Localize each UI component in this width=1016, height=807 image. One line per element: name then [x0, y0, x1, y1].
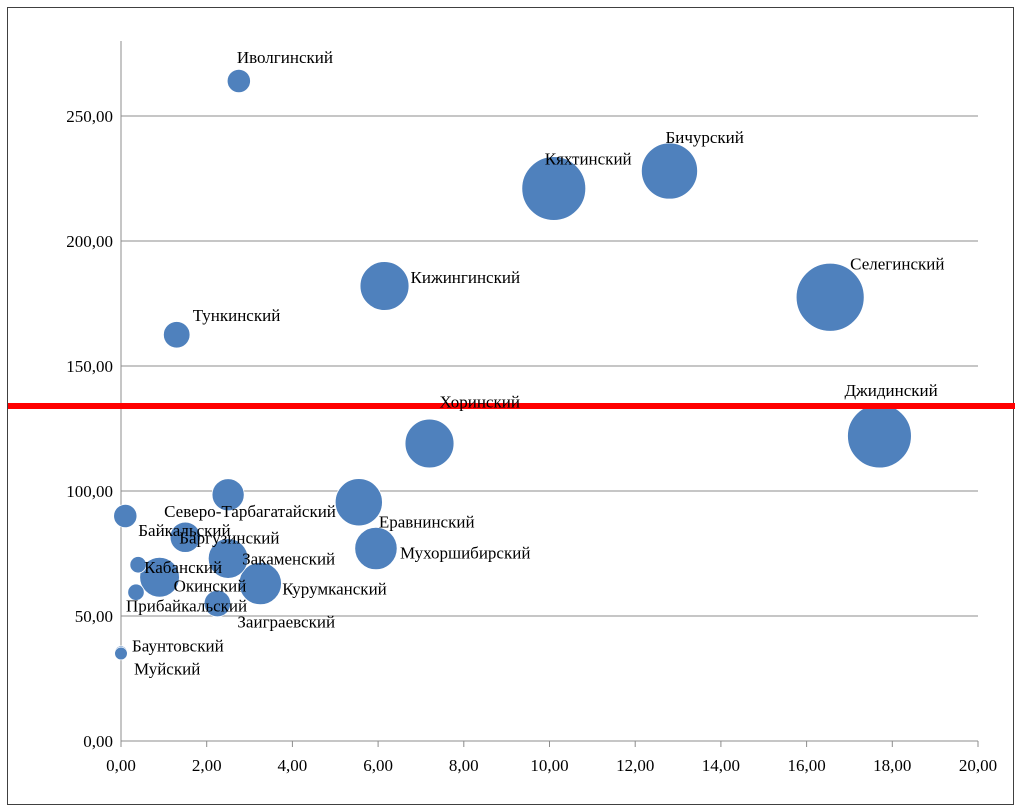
x-tick-label: 8,00 — [449, 756, 479, 775]
bubble-chart: 0,00 50,00 100,00 150,00 200,00 250,00 0,00 2,0… — [8, 41, 1015, 775]
y-tick-label: 50,00 — [75, 607, 113, 626]
x-tick-label: 4,00 — [278, 756, 308, 775]
bubble-point — [203, 589, 232, 618]
y-tick-label: 100,00 — [66, 482, 113, 501]
x-tick-label: 10,00 — [530, 756, 568, 775]
x-tick-label: 18,00 — [873, 756, 911, 775]
bubble-point — [640, 142, 698, 200]
point-label: Иволгинский — [237, 48, 333, 67]
x-tick-label: 6,00 — [363, 756, 393, 775]
bubble-point — [113, 503, 138, 529]
point-label: Тункинский — [193, 306, 281, 325]
bubble-point — [207, 538, 249, 579]
x-tick-label: 2,00 — [192, 756, 222, 775]
point-label: Муйский — [134, 660, 200, 679]
bubble-point — [226, 68, 251, 94]
bubble-point — [847, 403, 912, 469]
point-label: Бичурский — [665, 128, 743, 147]
x-tick-label: 0,00 — [106, 756, 136, 775]
point-label: Закаменский — [242, 550, 335, 569]
point-label: Кяхтинский — [545, 150, 632, 169]
bubble-layer — [113, 68, 912, 661]
bubble-point — [359, 261, 410, 311]
bubble-point — [521, 156, 587, 221]
x-tick-label: 14,00 — [702, 756, 740, 775]
bubble-point — [139, 556, 180, 598]
bubble-point — [404, 418, 455, 469]
point-label: Селегинский — [850, 254, 944, 273]
y-tick-label: 200,00 — [66, 232, 113, 251]
point-label: Баунтовский — [132, 636, 224, 655]
y-tick-label: 0,00 — [83, 732, 113, 751]
bubble-point — [238, 561, 282, 606]
bubble-point — [211, 478, 245, 512]
bubble-point — [334, 478, 383, 527]
point-label: Окинский — [174, 576, 247, 595]
point-label: Еравнинский — [379, 512, 475, 531]
bubble-point — [127, 583, 145, 601]
point-label: Джидинский — [844, 381, 937, 400]
point-label-layer: Иволгинский Бичурский Кяхтинский Кижингинск… — [126, 48, 944, 679]
point-label: Кабанский — [144, 558, 222, 577]
point-label: Кижингинский — [411, 268, 521, 287]
point-label: Мухоршибирский — [400, 544, 530, 563]
y-tick-label: 250,00 — [66, 107, 113, 126]
bubble-point — [114, 646, 128, 661]
point-label: Заиграевский — [237, 613, 335, 632]
point-label: Хоринский — [440, 393, 520, 412]
bubble-point — [129, 556, 147, 574]
bubble-point — [795, 262, 865, 332]
point-label: Баргузинский — [179, 528, 279, 547]
x-tick-label: 16,00 — [787, 756, 825, 775]
y-tick-label: 150,00 — [66, 357, 113, 376]
point-label: Курумканский — [282, 580, 387, 599]
point-label: Северо-Тарбагатайский — [164, 502, 336, 521]
bubble-point — [354, 526, 398, 571]
x-tick-label: 20,00 — [959, 756, 997, 775]
point-label: Байкальский — [138, 521, 230, 540]
axis-layer: 0,00 50,00 100,00 150,00 200,00 250,00 0,00 2,0… — [66, 41, 997, 775]
bubble-point — [163, 321, 191, 349]
point-label: Прибайкальский — [126, 596, 247, 615]
bubble-point — [169, 521, 201, 553]
grid-layer — [121, 115, 978, 617]
chart-frame: 0,00 50,00 100,00 150,00 200,00 250,00 0,00 2,0… — [7, 7, 1015, 805]
x-tick-label: 12,00 — [616, 756, 654, 775]
